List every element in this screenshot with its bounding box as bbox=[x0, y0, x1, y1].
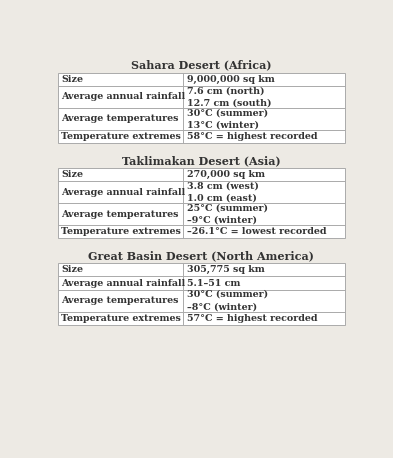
Text: 25°C (summer)
–9°C (winter): 25°C (summer) –9°C (winter) bbox=[187, 203, 268, 225]
Text: 58°C = highest recorded: 58°C = highest recorded bbox=[187, 132, 318, 141]
Text: Average annual rainfall: Average annual rainfall bbox=[61, 93, 185, 101]
Text: Size: Size bbox=[61, 75, 83, 84]
Text: 270,000 sq km: 270,000 sq km bbox=[187, 170, 265, 179]
Text: Temperature extremes: Temperature extremes bbox=[61, 132, 181, 141]
Text: Average annual rainfall: Average annual rainfall bbox=[61, 278, 185, 288]
Text: Size: Size bbox=[61, 265, 83, 274]
Text: 7.6 cm (north)
12.7 cm (south): 7.6 cm (north) 12.7 cm (south) bbox=[187, 86, 272, 108]
Text: Sahara Desert (Africa): Sahara Desert (Africa) bbox=[131, 60, 272, 71]
Text: 30°C (summer)
13°C (winter): 30°C (summer) 13°C (winter) bbox=[187, 108, 268, 130]
Text: Temperature extremes: Temperature extremes bbox=[61, 227, 181, 236]
Text: Temperature extremes: Temperature extremes bbox=[61, 314, 181, 323]
Text: Average temperatures: Average temperatures bbox=[61, 296, 179, 305]
Text: Average temperatures: Average temperatures bbox=[61, 114, 179, 123]
Text: Average temperatures: Average temperatures bbox=[61, 209, 179, 218]
Bar bbox=[58, 168, 345, 238]
Text: Size: Size bbox=[61, 170, 83, 179]
Text: 305,775 sq km: 305,775 sq km bbox=[187, 265, 265, 274]
Text: 3.8 cm (west)
1.0 cm (east): 3.8 cm (west) 1.0 cm (east) bbox=[187, 181, 259, 203]
Bar bbox=[58, 263, 345, 325]
Text: Taklimakan Desert (Asia): Taklimakan Desert (Asia) bbox=[122, 155, 281, 166]
Text: –26.1°C = lowest recorded: –26.1°C = lowest recorded bbox=[187, 227, 327, 236]
Text: 30°C (summer)
–8°C (winter): 30°C (summer) –8°C (winter) bbox=[187, 290, 268, 311]
Text: 57°C = highest recorded: 57°C = highest recorded bbox=[187, 314, 318, 323]
Text: 5.1–51 cm: 5.1–51 cm bbox=[187, 278, 241, 288]
Text: 9,000,000 sq km: 9,000,000 sq km bbox=[187, 75, 275, 84]
Bar bbox=[58, 73, 345, 143]
Text: Average annual rainfall: Average annual rainfall bbox=[61, 188, 185, 196]
Text: Great Basin Desert (North America): Great Basin Desert (North America) bbox=[88, 250, 314, 261]
